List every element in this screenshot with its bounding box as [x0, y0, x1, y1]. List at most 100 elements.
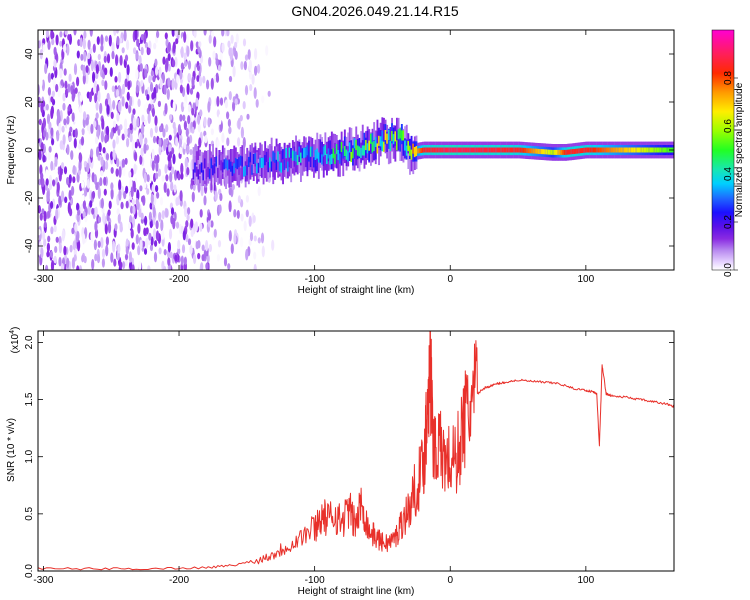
spectrogram-cell: [584, 147, 587, 153]
spectrogram-cell: [635, 147, 638, 153]
spectrogram-cell: [50, 226, 54, 235]
spectrogram-cell: [124, 130, 128, 139]
spectrogram-cell: [604, 147, 607, 153]
spectrogram-cell: [143, 32, 147, 44]
spectrogram-cell: [59, 40, 63, 47]
spectrogram-cell: [40, 246, 44, 259]
spectrogram-cell: [121, 47, 125, 54]
spectrogram-cell: [146, 188, 150, 195]
spectrogram-cell: [186, 166, 190, 176]
spectrogram-cell: [213, 75, 217, 84]
spectrogram-cell: [257, 186, 261, 197]
spectrogram-cell: [317, 152, 320, 163]
spectrogram-cell: [54, 167, 58, 175]
spectrogram-cell: [605, 147, 608, 153]
spectrogram-cell: [91, 190, 96, 199]
spectrogram-cell: [108, 200, 112, 210]
spectrogram-cell: [223, 159, 226, 170]
spectrogram-cell: [247, 156, 250, 167]
spectrogram-cell: [265, 45, 269, 56]
spectrogram-cell: [343, 146, 346, 157]
spectrogram-cell: [278, 161, 281, 172]
spectrogram-cell: [255, 98, 259, 108]
spectrogram-cell: [85, 117, 89, 127]
spectrogram-cell: [514, 147, 517, 153]
spectrogram-cell: [444, 147, 447, 153]
spectrogram-cell: [536, 148, 538, 154]
spectrogram-cell: [183, 120, 187, 131]
spectrogram-cell: [350, 140, 353, 161]
spectrogram-cell: [78, 265, 83, 270]
spectrogram-cell: [161, 175, 165, 182]
spectrogram-cell: [153, 193, 157, 206]
spectrogram-cell: [469, 147, 472, 153]
spectrogram-cell: [79, 94, 83, 102]
spectrogram-cell: [282, 149, 284, 160]
spectrogram-cell: [79, 105, 83, 114]
spectrogram-cell: [124, 157, 128, 165]
spectrogram-cell: [221, 42, 225, 53]
spectrogram-cell: [124, 118, 128, 130]
spectrogram-cell: [126, 137, 130, 148]
spectrogram-cell: [103, 55, 107, 63]
spectrogram-cell: [516, 147, 519, 153]
spectrogram-cell: [100, 156, 104, 167]
spectrogram-cell: [180, 62, 184, 71]
spectrogram-cell: [462, 147, 465, 153]
spectrogram-cell: [636, 147, 639, 153]
spectrogram-cell: [474, 147, 476, 153]
spectrogram-cell: [132, 117, 136, 129]
spectrogram-cell: [267, 148, 270, 169]
spectrogram-cell: [230, 149, 232, 170]
spectrogram-cell: [399, 131, 402, 152]
spectrogram-cell: [204, 135, 208, 144]
spectrogram-cell: [56, 181, 60, 193]
spectrogram-cell: [661, 147, 664, 153]
spectrogram-cell: [148, 211, 152, 222]
spectrogram-cell: [163, 84, 167, 95]
spectrogram-cell: [262, 158, 265, 179]
spectrogram-cell: [267, 162, 270, 173]
spectrogram-cell: [360, 147, 363, 158]
spectrogram-cell: [190, 40, 194, 52]
spectrogram-cell: [83, 51, 87, 62]
spectrogram-cell: [453, 147, 455, 153]
spectrogram-cell: [138, 55, 142, 66]
spectrogram-cell: [100, 44, 104, 52]
spectrogram-cell: [218, 154, 221, 165]
spectrogram-cell: [257, 237, 261, 244]
spectrogram-cell: [383, 141, 385, 152]
spectrogram-cell: [217, 167, 219, 178]
spectrogram-cell: [162, 56, 166, 65]
spectrogram-cell: [175, 38, 179, 45]
spectrogram-cell: [374, 136, 377, 147]
spectrogram-cell: [97, 90, 101, 103]
spectrogram-cell: [122, 167, 126, 177]
spectrogram-x-label: Height of straight line (km): [298, 285, 415, 296]
spectrogram-cell: [60, 79, 64, 86]
colorbar-gradient: [711, 29, 735, 271]
spectrogram-y-tick-label: -40: [24, 238, 35, 253]
spectrogram-cell: [287, 147, 289, 168]
spectrogram-cell: [431, 147, 434, 153]
spectrogram-cell: [57, 89, 61, 98]
spectrogram-cell: [106, 92, 110, 101]
spectrogram-cell: [76, 230, 80, 241]
snr-frame: [37, 330, 675, 572]
spectrogram-cell: [148, 232, 152, 241]
spectrogram-cell: [58, 256, 62, 267]
spectrogram-cell: [71, 257, 75, 269]
spectrogram-cell: [571, 149, 574, 155]
spectrogram-cell: [143, 104, 147, 111]
spectrogram-cell: [402, 130, 405, 141]
spectrogram-cell: [198, 41, 202, 48]
spectrogram-cell: [319, 152, 322, 163]
spectrogram-cell: [433, 147, 436, 153]
spectrogram-cell: [256, 163, 258, 174]
spectrogram-cell: [161, 230, 165, 240]
spectrogram-cell: [76, 202, 80, 211]
spectrogram-cell: [228, 230, 232, 242]
spectrogram-cell: [226, 160, 229, 171]
spectrogram-cell: [448, 147, 450, 153]
spectrogram-cell: [160, 219, 164, 232]
